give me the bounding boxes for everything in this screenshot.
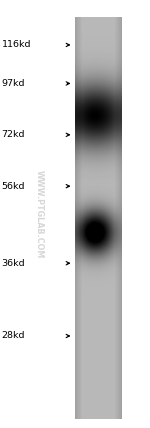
Text: 36kd: 36kd xyxy=(2,259,25,268)
Text: 56kd: 56kd xyxy=(2,181,25,191)
Text: WWW.PTGLAB.COM: WWW.PTGLAB.COM xyxy=(34,170,43,258)
Text: 116kd: 116kd xyxy=(2,40,31,50)
Text: 72kd: 72kd xyxy=(2,130,25,140)
Text: 97kd: 97kd xyxy=(2,79,25,88)
Text: 28kd: 28kd xyxy=(2,331,25,341)
